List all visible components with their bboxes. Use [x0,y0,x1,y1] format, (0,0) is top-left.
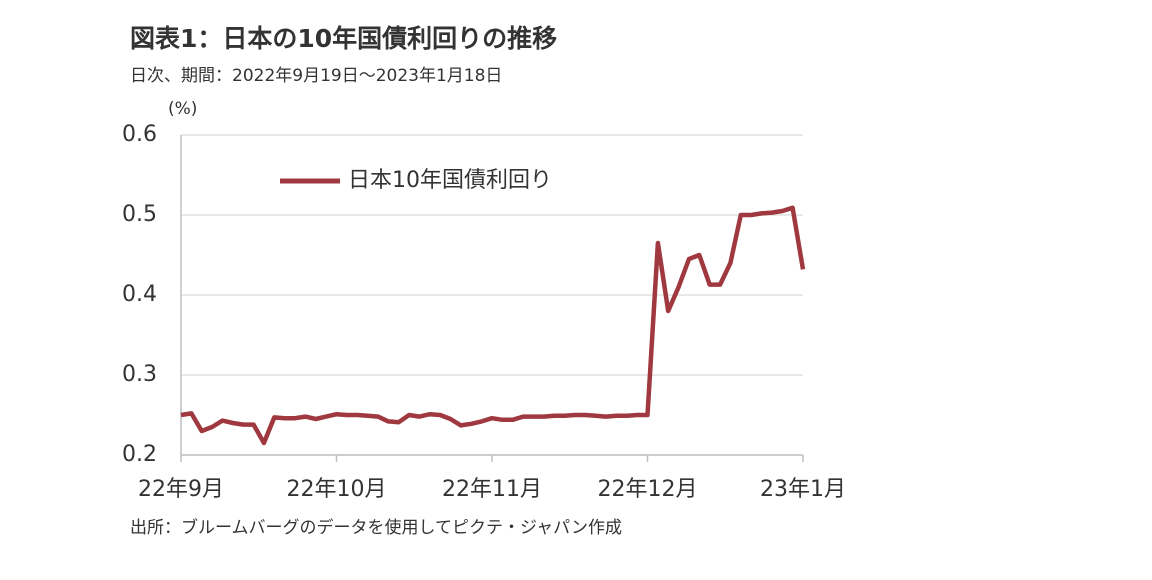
y-axis-label: (%) [168,99,197,119]
data-line [180,205,806,446]
x-tick-label: 22年11月 [442,477,542,502]
chart-title: 図表1：日本の10年国債利回りの推移 [130,24,557,53]
chart-subtitle: 日次、期間：2022年9月19日～2023年1月18日 [130,66,502,86]
y-tick-label: 0.2 [122,442,157,467]
legend-label: 日本10年国債利回り [348,168,552,193]
x-tick-label: 22年9月 [138,477,224,502]
y-tick-label: 0.4 [122,282,157,307]
y-tick-label: 0.6 [122,122,157,147]
y-tick-label: 0.3 [122,362,157,387]
x-tick-label: 23年1月 [760,477,846,502]
source-note: 出所：ブルームバーグのデータを使用してピクテ・ジャパン作成 [130,517,622,538]
x-tick-label: 22年12月 [598,477,698,502]
x-tick-label: 22年10月 [287,477,387,502]
y-tick-label: 0.5 [122,202,157,227]
